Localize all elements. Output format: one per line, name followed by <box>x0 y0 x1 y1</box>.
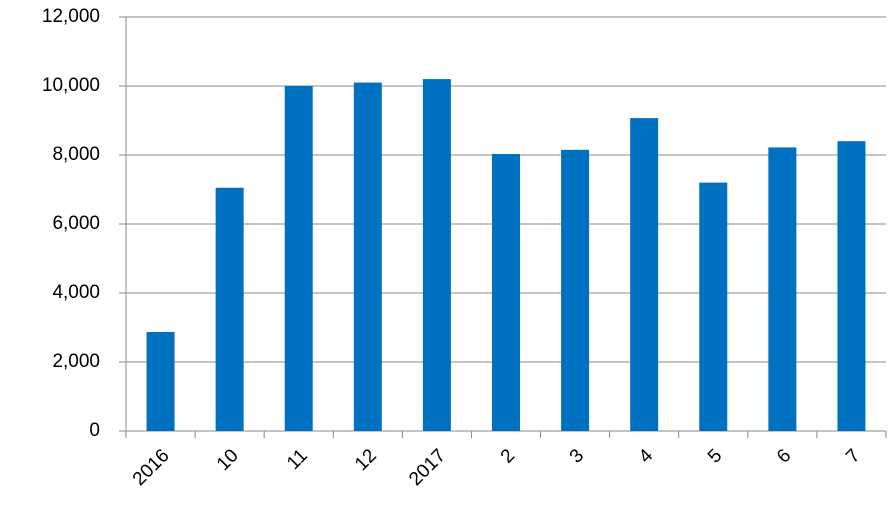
x-tick-label: 7 <box>842 445 864 467</box>
y-tick-label: 0 <box>89 420 100 441</box>
y-tick-label: 6,000 <box>52 213 100 234</box>
bar <box>837 141 866 431</box>
bar <box>146 331 175 431</box>
x-tick-label: 2017 <box>405 445 450 490</box>
y-tick-label: 12,000 <box>42 6 100 27</box>
x-tick-label: 11 <box>283 445 312 474</box>
x-tick-label: 6 <box>773 445 795 467</box>
bar <box>215 187 244 431</box>
y-tick-label: 2,000 <box>52 351 100 372</box>
bar <box>492 153 520 431</box>
y-tick-label: 8,000 <box>52 144 100 165</box>
bar <box>630 118 659 432</box>
x-tick-label: 3 <box>566 445 588 467</box>
bar <box>422 79 451 431</box>
x-tick-label: 2 <box>497 445 519 467</box>
x-tick-label: 2016 <box>129 445 174 490</box>
bar <box>699 182 728 431</box>
x-tick-label: 4 <box>635 445 658 468</box>
bar <box>284 86 313 431</box>
y-tick-label: 4,000 <box>52 282 100 303</box>
bar <box>768 147 797 431</box>
bar <box>561 149 590 431</box>
x-tick-label: 10 <box>213 445 243 475</box>
y-tick-label: 10,000 <box>42 75 100 96</box>
bar <box>353 82 382 432</box>
x-tick-label: 12 <box>351 445 381 475</box>
x-tick-label: 5 <box>704 445 726 467</box>
